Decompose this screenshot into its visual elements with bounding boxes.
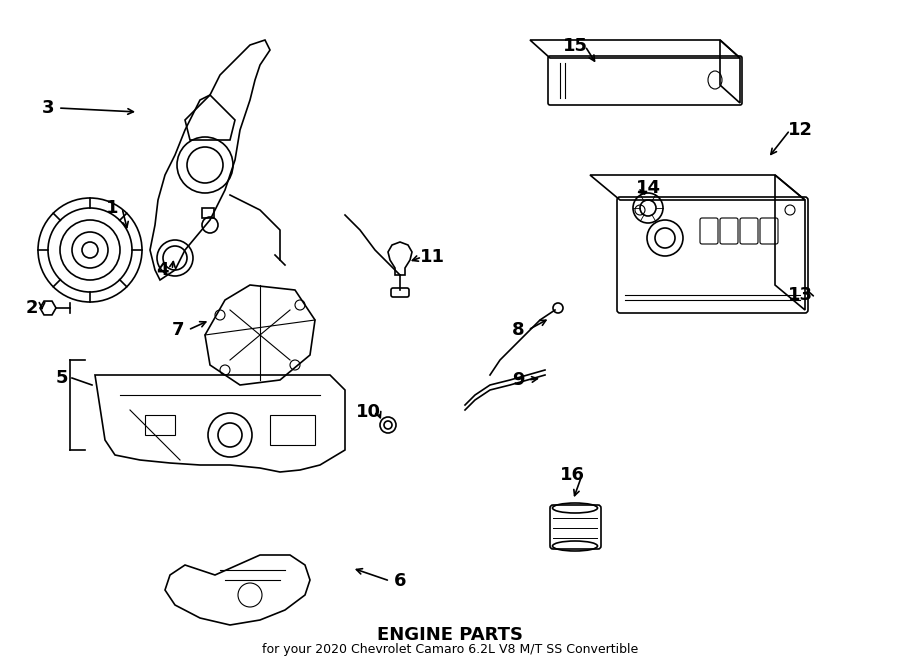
Text: 13: 13 [788,286,813,304]
Text: 6: 6 [394,572,406,590]
Text: 5: 5 [56,369,68,387]
Text: 15: 15 [562,37,588,55]
Text: 9: 9 [512,371,524,389]
Text: 16: 16 [560,466,584,484]
Text: 11: 11 [419,248,445,266]
Text: ENGINE PARTS: ENGINE PARTS [377,626,523,644]
Text: 1: 1 [106,199,118,217]
Text: for your 2020 Chevrolet Camaro 6.2L V8 M/T SS Convertible: for your 2020 Chevrolet Camaro 6.2L V8 M… [262,644,638,656]
Text: 7: 7 [172,321,184,339]
Text: 14: 14 [635,179,661,197]
Text: 10: 10 [356,403,381,421]
Text: 12: 12 [788,121,813,139]
Text: 3: 3 [41,99,54,117]
Text: 4: 4 [156,261,168,279]
Text: 8: 8 [512,321,525,339]
Text: 2: 2 [26,299,38,317]
